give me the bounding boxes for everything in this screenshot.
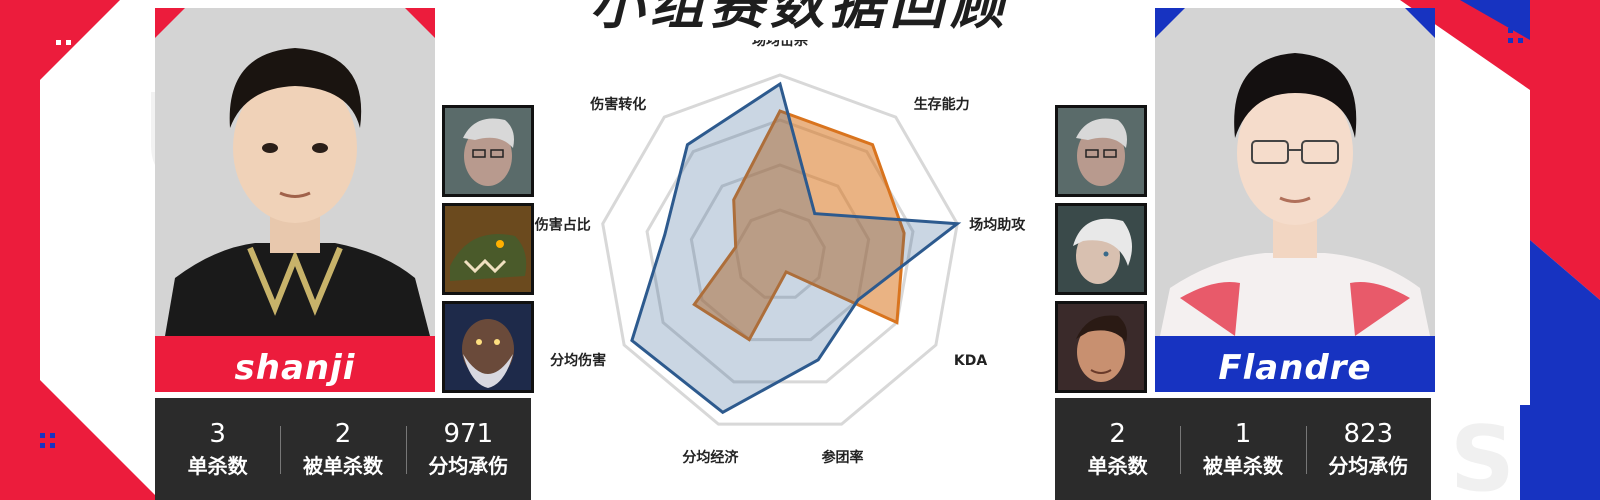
right-champion-1-portrait: [1055, 105, 1147, 197]
left-player-card: shanji: [155, 8, 435, 392]
left-champion-1-portrait: [442, 105, 534, 197]
stat-value: 971: [443, 419, 494, 449]
right-stats-bar: 2 单杀数 1 被单杀数 823 分均承伤: [1055, 398, 1431, 500]
stat-label: 被单杀数: [1202, 454, 1283, 478]
radar-axis-label: 伤害转化: [589, 96, 646, 113]
stat-value: 1: [1234, 419, 1252, 449]
stat-value: 823: [1343, 419, 1394, 449]
stat-label: 被单杀数: [302, 454, 383, 478]
left-stat-damage-taken: 971 分均承伤: [405, 398, 531, 500]
svg-text:S: S: [1450, 407, 1515, 500]
left-player-photo: [155, 8, 435, 336]
left-stats-bar: 3 单杀数 2 被单杀数 971 分均承伤: [155, 398, 531, 500]
stat-label: 分均承伤: [428, 454, 509, 478]
right-stat-solo-kills: 2 单杀数: [1055, 398, 1180, 500]
radar-axis-label: 生存能力: [914, 96, 970, 113]
left-player-name: shanji: [155, 336, 435, 392]
radar-axis-label: 伤害占比: [534, 217, 591, 234]
stat-label: 单杀数: [187, 454, 248, 478]
right-champion-3-portrait: [1055, 301, 1147, 393]
stat-value: 3: [209, 419, 226, 449]
left-champion-3-portrait: [442, 301, 534, 393]
radar-series-0: [630, 81, 962, 415]
right-player-card: Flandre: [1155, 8, 1435, 392]
radar-axis-label: 场均击杀: [752, 40, 808, 49]
left-stat-solo-kills: 3 单杀数: [155, 398, 280, 500]
radar-axis-label: 分均经济: [682, 449, 739, 466]
radar-axis-label: 参团率: [822, 449, 864, 466]
radar-series-1: [692, 109, 906, 342]
stat-value: 2: [1109, 419, 1126, 449]
right-player-photo: [1155, 8, 1435, 336]
right-stat-damage-taken: 823 分均承伤: [1305, 398, 1431, 500]
radar-axis-label: KDA: [954, 353, 987, 369]
stat-label: 单杀数: [1087, 454, 1148, 478]
right-champion-2-portrait: [1055, 203, 1147, 295]
right-player-name: Flandre: [1155, 336, 1435, 392]
page-title: 小组赛数据回顾: [590, 0, 1010, 36]
radar-axis-label: 场均助攻: [969, 217, 1026, 234]
right-stat-solo-killed: 1 被单杀数: [1180, 398, 1305, 500]
stat-value: 2: [334, 419, 352, 449]
radar-axis-label: 分均伤害: [550, 352, 606, 369]
radar-grid-ring: [601, 73, 959, 426]
left-champion-2-portrait: [442, 203, 534, 295]
stat-label: 分均承伤: [1328, 454, 1409, 478]
left-stat-solo-killed: 2 被单杀数: [280, 398, 405, 500]
